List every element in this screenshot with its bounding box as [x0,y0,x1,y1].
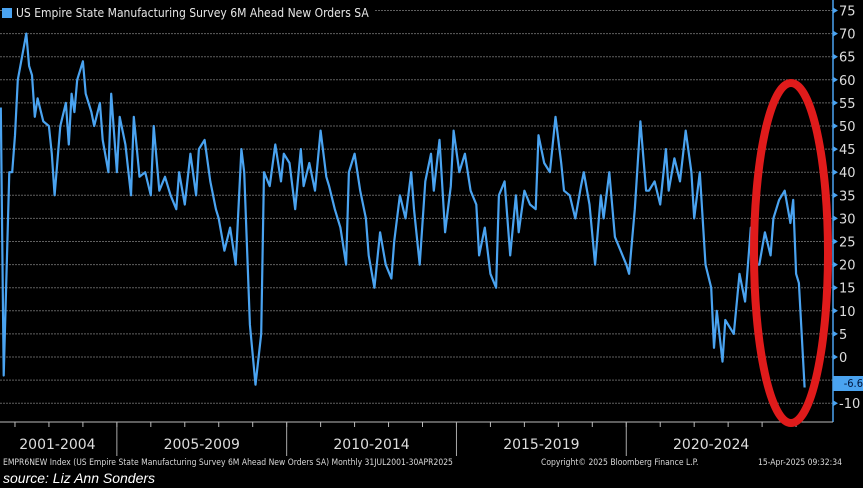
y-tick-mark [833,123,838,129]
y-tick-mark [833,238,838,245]
legend-label: US Empire State Manufacturing Survey 6M … [16,6,369,20]
y-tick-mark [833,192,838,199]
y-tick-label: 55 [839,97,856,112]
y-tick-label: 50 [839,120,856,135]
x-category-label: 2005-2009 [164,437,240,453]
y-tick-label: 45 [839,143,856,158]
y-tick-label: 0 [839,351,847,366]
legend-swatch [2,8,12,18]
legend: US Empire State Manufacturing Survey 6M … [2,4,375,22]
x-category-label: 2010-2014 [333,437,409,453]
y-tick-label: 40 [839,166,856,181]
x-category-label: 2001-2004 [19,437,95,453]
y-tick-mark [833,76,838,83]
y-tick-mark [833,400,838,407]
y-tick-mark [833,53,838,60]
x-category-label: 2015-2019 [503,437,579,453]
y-tick-label: 30 [839,212,856,227]
y-tick-label: 25 [839,236,856,251]
y-tick-mark [833,330,838,337]
y-tick-label: 70 [839,28,856,43]
y-tick-mark [833,30,838,37]
y-tick-mark [833,261,838,268]
y-tick-mark [833,146,838,153]
y-tick-mark [833,307,838,314]
y-tick-mark [833,354,838,360]
highlight-ellipse [750,79,832,427]
source-note: source: Liz Ann Sonders [3,470,156,486]
y-tick-label: 5 [839,328,847,343]
y-tick-mark [833,169,838,176]
y-tick-label: 75 [839,5,856,20]
footer-description: EMPR6NEW Index (US Empire State Manufact… [3,458,453,468]
y-tick-mark [833,215,838,222]
footer-timestamp: 15-Apr-2025 09:32:34 [758,458,842,468]
y-tick-label: -10 [839,397,860,412]
y-tick-label: 15 [839,282,856,297]
footer-copyright: Copyright© 2025 Bloomberg Finance L.P. [541,458,699,468]
y-tick-label: 20 [839,259,856,274]
y-tick-label: 10 [839,305,856,320]
x-category-label: 2020-2024 [673,437,749,453]
y-tick-label: 35 [839,189,856,204]
y-tick-mark [833,99,838,106]
last-value-tag: -6.6 [833,376,863,391]
y-tick-label: 65 [839,51,856,66]
y-tick-label: 60 [839,74,856,89]
series-line [0,32,806,388]
y-tick-mark [833,284,838,291]
y-tick-mark [833,7,838,14]
